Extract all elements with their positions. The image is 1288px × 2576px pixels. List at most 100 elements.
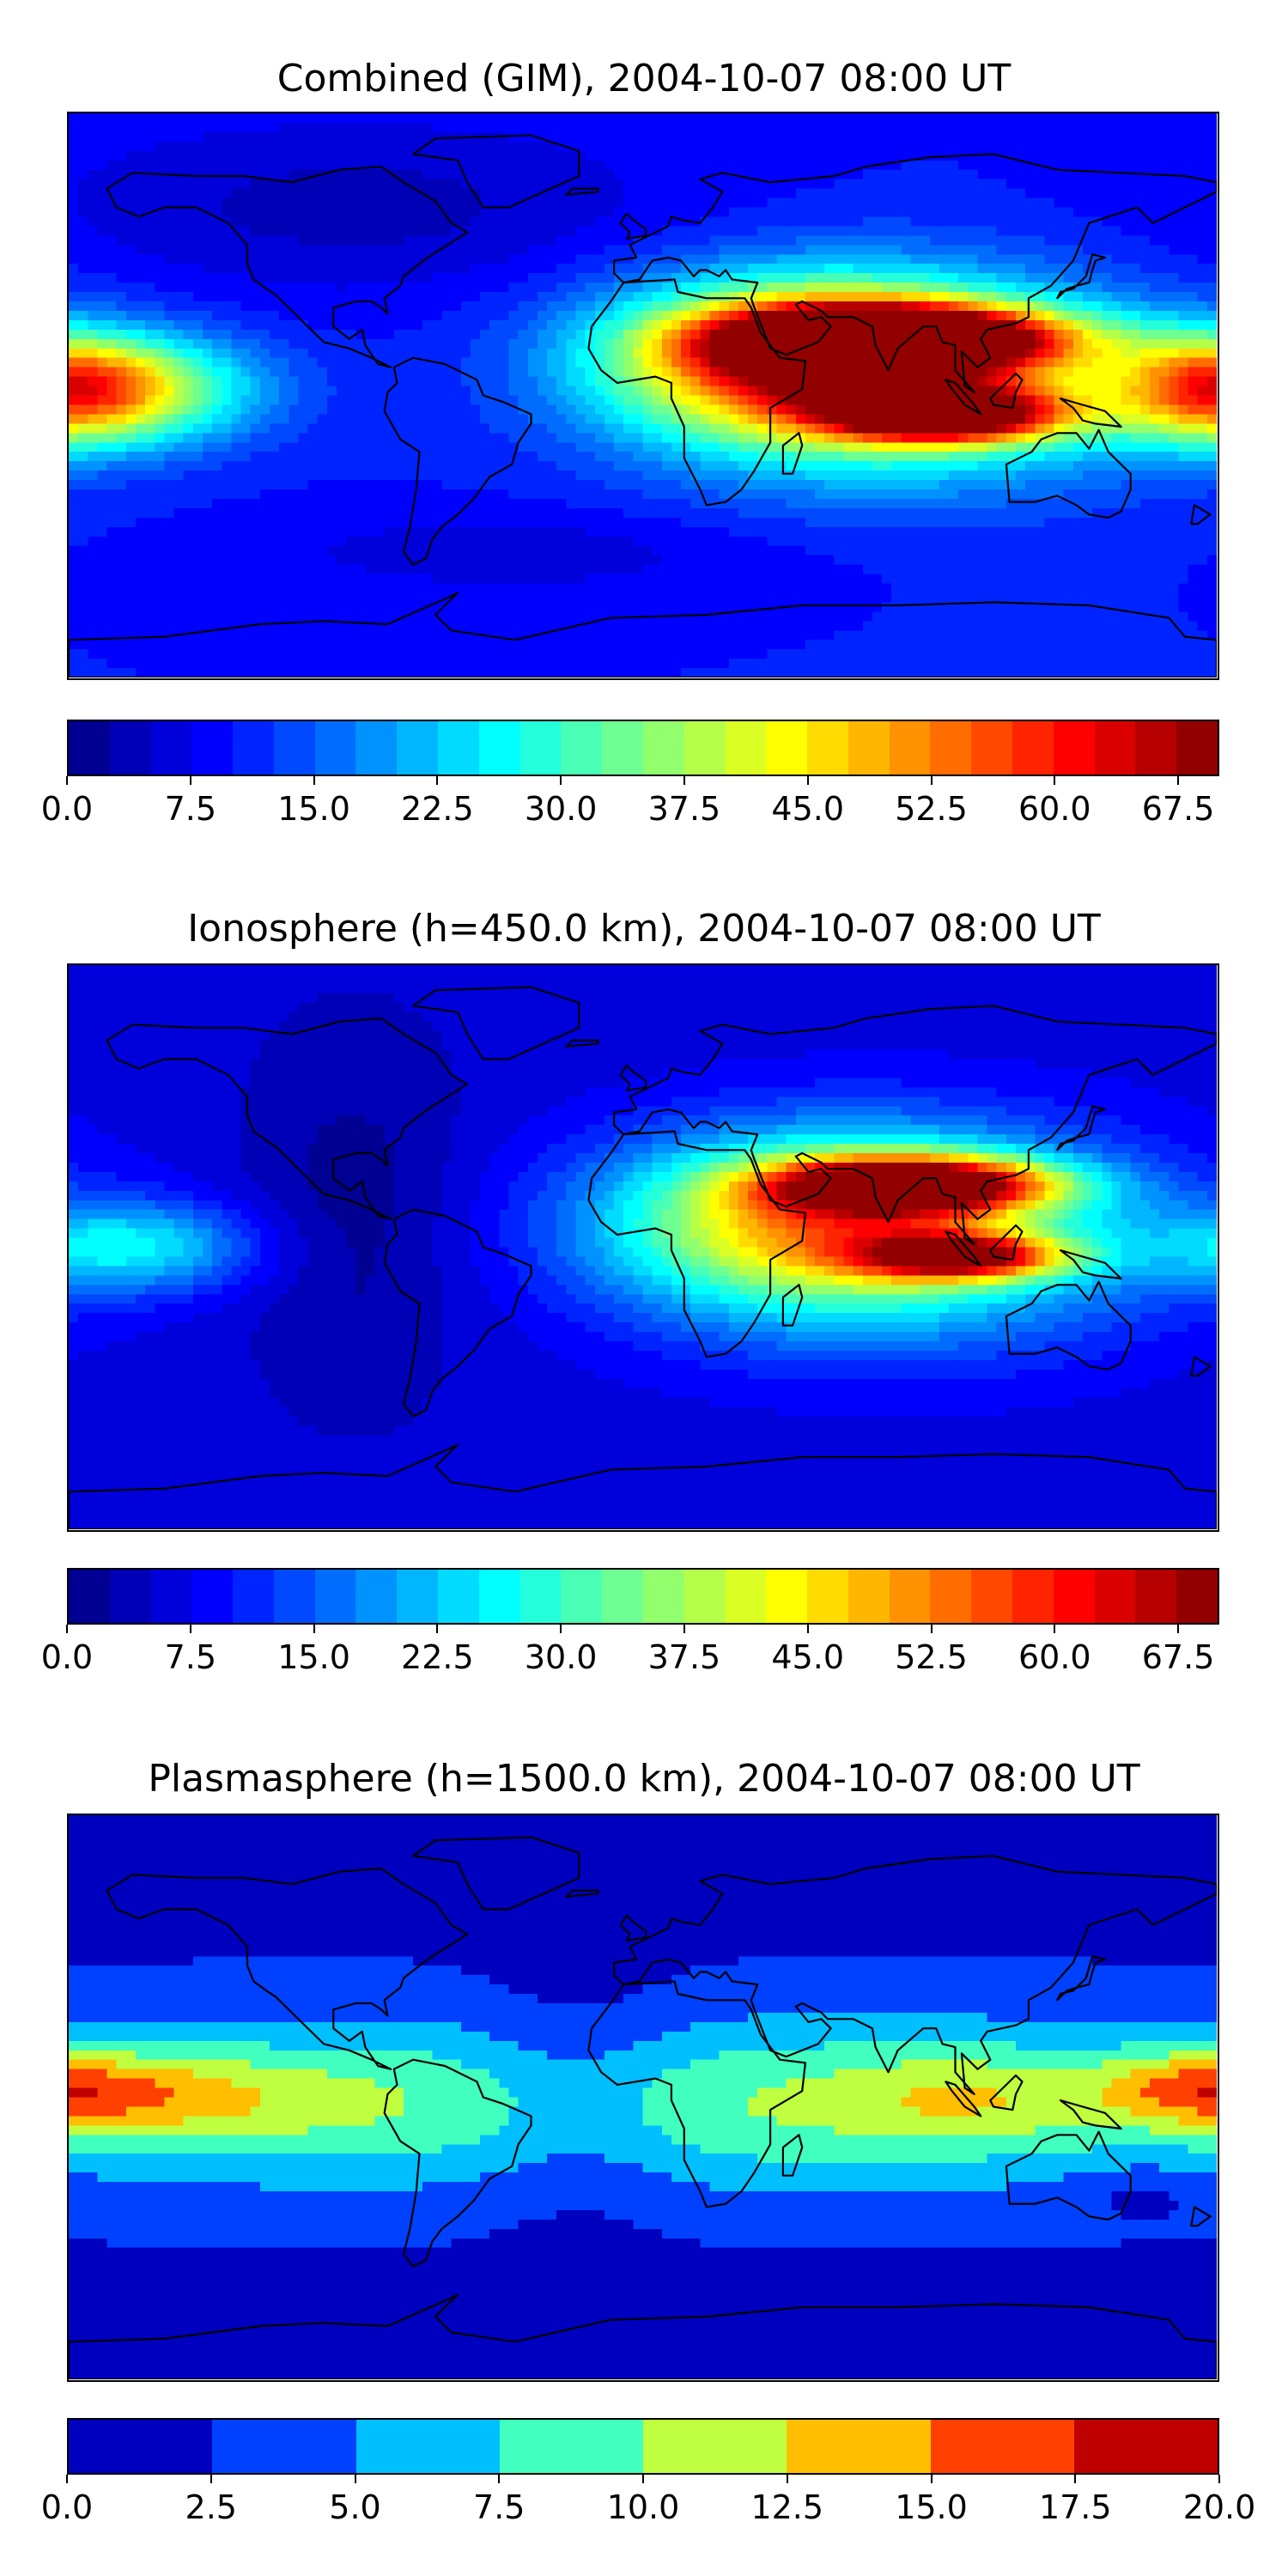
heat-cell <box>1083 319 1093 331</box>
heat-cell <box>987 367 998 378</box>
heat-cell <box>929 113 940 124</box>
heat-cell <box>1188 254 1199 264</box>
heat-cell <box>843 254 854 264</box>
heat-cell <box>384 498 395 509</box>
heat-cell <box>862 471 873 481</box>
heat-cell <box>623 423 634 434</box>
heat-cell <box>671 197 682 209</box>
heat-cell <box>508 160 519 171</box>
heat-cell <box>700 433 711 443</box>
heat-cell <box>374 273 386 283</box>
heat-cell <box>125 395 137 406</box>
heat-cell <box>116 188 127 199</box>
heat-cell <box>470 367 481 378</box>
heat-cell <box>212 357 222 368</box>
heat-cell <box>374 452 386 462</box>
heat-cell <box>968 367 979 378</box>
heat-cell <box>987 226 998 236</box>
heat-cell <box>776 404 787 415</box>
heat-cell <box>633 131 644 143</box>
heat-cell <box>289 301 299 312</box>
heat-cell <box>949 433 959 443</box>
heat-cell <box>738 329 749 340</box>
heat-cell <box>365 452 376 462</box>
heat-cell <box>958 423 969 434</box>
heat-cell <box>776 319 787 331</box>
heat-cell <box>1188 433 1199 443</box>
heat-cell <box>968 131 979 143</box>
heat-cell <box>279 498 289 509</box>
heat-cell <box>642 423 653 434</box>
heat-cell <box>222 461 233 471</box>
heat-cell <box>901 273 912 283</box>
heat-cell <box>1130 376 1141 387</box>
heat-cell <box>728 160 739 171</box>
heat-cell <box>862 169 873 180</box>
heat-cell <box>929 207 940 218</box>
heat-cell <box>279 433 289 443</box>
heat-cell <box>480 357 490 368</box>
heat-cell <box>872 489 883 500</box>
heat-cell <box>757 404 768 415</box>
heat-cell <box>585 442 596 453</box>
heat-cell <box>815 226 825 236</box>
heat-cell <box>709 404 720 415</box>
heat-cell <box>719 357 730 368</box>
heat-cell <box>1044 310 1055 321</box>
heat-cell <box>614 348 624 359</box>
heat-cell <box>728 179 739 190</box>
heat-cell <box>575 433 586 443</box>
heat-cell <box>1111 292 1122 302</box>
heat-cell <box>527 141 538 152</box>
heat-cell <box>1025 216 1036 227</box>
heat-cell <box>451 357 462 368</box>
heat-cell <box>508 122 519 133</box>
heat-cell <box>78 207 88 218</box>
heat-cell <box>1005 433 1017 443</box>
heat-cell <box>1035 423 1046 434</box>
heat-cell <box>1035 245 1046 255</box>
heat-cell <box>882 471 892 481</box>
heat-cell <box>872 226 883 236</box>
heat-cell <box>690 404 701 415</box>
heat-cell <box>891 329 902 340</box>
heat-cell <box>307 461 319 471</box>
heat-cell <box>269 433 280 443</box>
heat-cell <box>279 169 289 180</box>
heat-cell <box>776 310 787 321</box>
heat-cell <box>1206 433 1217 443</box>
heat-cell <box>125 179 137 190</box>
heat-cell <box>1102 245 1113 255</box>
heat-cell <box>1035 386 1046 397</box>
heat-cell <box>374 179 386 190</box>
heat-cell <box>681 404 691 415</box>
heat-cell <box>1083 310 1093 321</box>
heat-cell <box>164 254 175 264</box>
heat-cell <box>1188 301 1199 312</box>
heat-cell <box>432 283 443 293</box>
heat-cell <box>690 498 701 509</box>
heat-cell <box>374 160 386 171</box>
heat-cell <box>910 433 921 443</box>
heat-cell <box>642 131 653 143</box>
heat-cell <box>575 404 586 415</box>
heat-cell <box>346 245 356 255</box>
heat-cell <box>1197 414 1208 424</box>
heat-cell <box>767 245 778 255</box>
heat-cell <box>575 235 586 246</box>
heat-cell <box>661 310 672 321</box>
heat-cell <box>968 461 979 471</box>
heat-cell <box>116 348 127 359</box>
heat-cell <box>1178 338 1189 349</box>
heat-cell <box>594 226 605 236</box>
heat-cell <box>460 357 471 368</box>
heat-cell <box>547 386 557 397</box>
heat-cell <box>155 338 166 349</box>
heat-cell <box>661 386 672 397</box>
heat-cell <box>594 338 605 349</box>
heat-cell <box>910 235 921 246</box>
heat-cell <box>106 329 118 340</box>
heat-cell <box>1130 141 1141 152</box>
heat-cell <box>929 414 940 424</box>
heat-cell <box>862 207 873 218</box>
